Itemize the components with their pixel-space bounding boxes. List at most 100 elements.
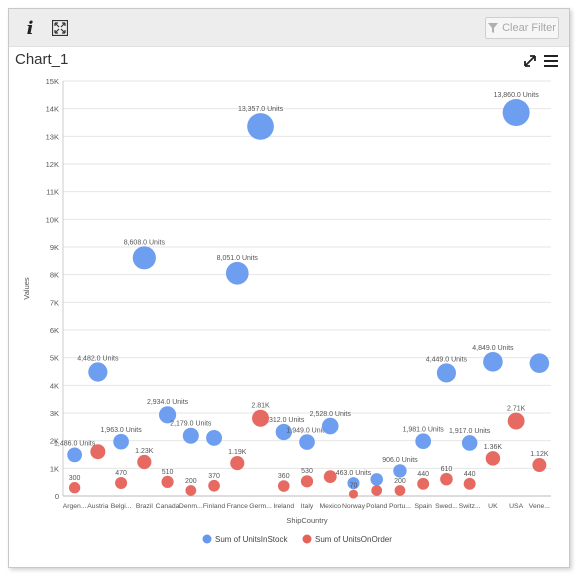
stock-bubble — [247, 113, 274, 140]
order-data-label: 2.71K — [507, 406, 526, 413]
toolbar: i Clear Filter — [9, 9, 569, 47]
stock-bubble — [415, 433, 432, 450]
x-tick-label: Canada — [156, 503, 180, 510]
y-tick-label: 8K — [50, 271, 59, 280]
stock-data-label: 1,486.0 Units — [54, 441, 96, 448]
stock-bubble — [67, 447, 83, 463]
order-data-label: 470 — [115, 470, 127, 477]
y-tick-label: 11K — [46, 188, 59, 197]
order-data-label: 200 — [394, 478, 406, 485]
order-data-label: 1.12K — [530, 451, 549, 458]
stock-bubble — [483, 352, 503, 372]
order-bubble — [463, 477, 476, 490]
info-icon[interactable]: i — [26, 17, 34, 39]
x-tick-label: Ireland — [273, 503, 294, 510]
stock-bubble — [113, 433, 129, 450]
legend-marker-order — [302, 534, 312, 544]
order-bubble — [507, 412, 525, 430]
x-tick-label: Spain — [414, 503, 432, 510]
stock-bubble — [88, 362, 108, 382]
chart-title: Chart_1 — [15, 51, 69, 68]
stock-bubble — [299, 434, 315, 450]
order-data-label: 610 — [441, 466, 453, 473]
y-tick-label: 9K — [50, 243, 59, 252]
x-tick-label: Germ... — [249, 503, 272, 510]
stock-data-label: 1,963.0 Units — [100, 427, 142, 434]
stock-data-label: 13,860.0 Units — [494, 92, 540, 99]
legend-label-stock: Sum of UnitsInStock — [215, 535, 288, 544]
clear-filter-button[interactable]: Clear Filter — [485, 17, 559, 39]
order-bubble — [90, 444, 106, 460]
clear-filter-label: Clear Filter — [502, 22, 556, 34]
y-tick-label: 0 — [55, 492, 59, 501]
order-data-label: 440 — [464, 471, 476, 478]
x-tick-label: Brazil — [136, 503, 153, 510]
order-bubble — [137, 454, 152, 470]
y-axis-title: Values — [22, 277, 31, 300]
stock-bubble — [461, 435, 478, 451]
expand-icon[interactable] — [49, 17, 71, 39]
stock-data-label: 2,312.0 Units — [263, 417, 305, 424]
order-data-label: 200 — [185, 478, 197, 485]
stock-bubble — [275, 423, 292, 441]
stock-bubble — [370, 473, 383, 486]
order-bubble — [417, 477, 430, 490]
stock-bubble — [132, 246, 156, 270]
order-data-label: 2.81K — [251, 403, 270, 410]
y-tick-label: 1K — [50, 464, 59, 473]
scatter-chart: 0 1K 2K 3K 4K 5K 6K 7K 8K 9K 10K 11K 12K 13K 14K 15K Arg… — [22, 77, 551, 544]
x-tick-label: Norway — [342, 503, 366, 510]
maximize-icon[interactable] — [521, 53, 539, 69]
order-bubble — [323, 470, 337, 484]
order-data-label: 300 — [69, 475, 81, 482]
stock-bubble — [182, 427, 199, 444]
chart-widget: i Clear Filter Chart_1 0 1K 2K 3K 4K 5K 6K 7K 8K… — [8, 8, 570, 568]
order-data-label: 360 — [278, 473, 290, 480]
y-tick-label: 14K — [46, 105, 59, 114]
stock-data-label: 2,528.0 Units — [310, 411, 352, 418]
order-data-label: 440 — [417, 471, 429, 478]
stock-data-label: 463.0 Units — [336, 470, 372, 477]
legend-label-order: Sum of UnitsOnOrder — [315, 535, 392, 544]
stock-bubble — [502, 99, 530, 127]
y-tick-label: 12K — [46, 160, 59, 169]
stock-data-label: 13,357.0 Units — [238, 106, 284, 113]
hamburger-menu-icon[interactable] — [543, 53, 561, 69]
x-tick-label: Finland — [203, 503, 226, 510]
stock-data-label: 1,981.0 Units — [403, 426, 445, 433]
order-data-label: 530 — [301, 468, 313, 475]
x-tick-label: Poland — [366, 503, 387, 510]
x-tick-label: Mexico — [319, 503, 341, 510]
y-tick-label: 4K — [50, 381, 59, 390]
stock-bubble — [529, 353, 550, 373]
stock-data-label: 2,934.0 Units — [147, 399, 189, 406]
x-tick-label: Vene... — [529, 503, 550, 510]
stock-data-label: 2,179.0 Units — [170, 421, 212, 428]
stock-bubble — [321, 417, 339, 435]
y-tick-label: 6K — [50, 326, 59, 335]
order-bubble — [300, 475, 314, 488]
stock-data-label: 1,917.0 Units — [449, 428, 491, 435]
order-bubble — [161, 475, 174, 488]
stock-bubble — [158, 406, 177, 424]
y-tick-label: 10K — [46, 215, 59, 224]
y-tick-label: 2K — [50, 437, 59, 446]
order-bubble — [485, 451, 501, 466]
y-tick-label: 15K — [46, 77, 59, 86]
order-data-label: 1.23K — [135, 448, 154, 455]
y-tick-label: 5K — [50, 354, 59, 363]
filter-icon — [488, 23, 499, 33]
stock-data-label: 4,482.0 Units — [77, 355, 119, 362]
order-bubble — [440, 472, 453, 486]
stock-bubble — [347, 477, 360, 490]
order-bubble — [394, 485, 406, 496]
order-data-label: 370 — [208, 473, 220, 480]
x-tick-label: Portu... — [389, 503, 411, 510]
order-bubble — [252, 409, 270, 427]
stock-data-label: 4,449.0 Units — [426, 356, 468, 363]
x-tick-label: France — [227, 503, 248, 510]
x-tick-label: UK — [488, 503, 498, 510]
stock-bubble — [393, 464, 407, 478]
x-tick-label: Denm... — [179, 503, 203, 510]
stock-data-label: 8,051.0 Units — [217, 255, 259, 262]
